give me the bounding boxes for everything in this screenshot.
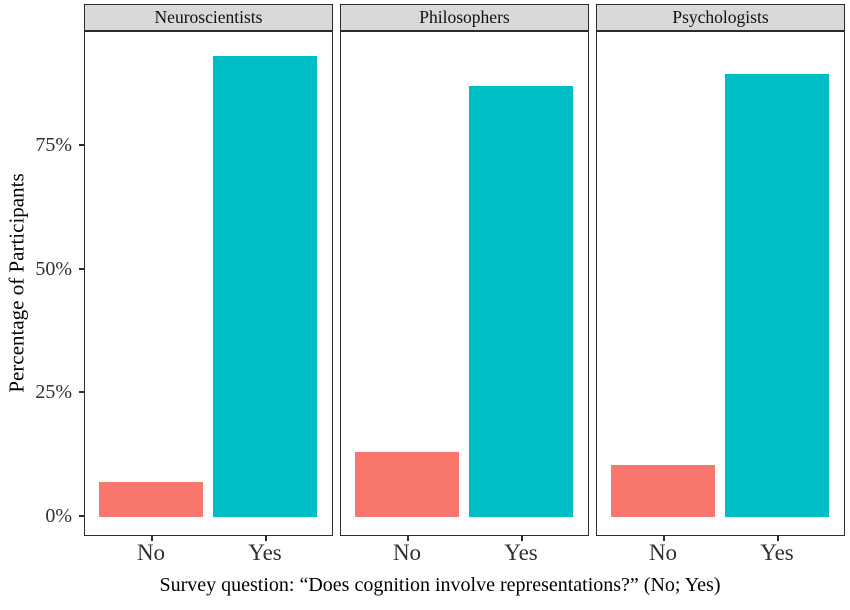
bar-philosophers-no [355,452,459,517]
panel-psychologists [596,31,845,536]
facet-strip-philosophers: Philosophers [340,4,589,31]
facet-strip-psychologists: Psychologists [596,4,845,31]
y-tick-label: 0% [45,505,72,527]
x-tick-label-yes: Yes [504,540,538,565]
x-tick-mark [265,536,267,541]
y-tick-mark [79,144,84,146]
x-tick-mark [151,536,153,541]
x-tick-label-yes: Yes [760,540,794,565]
x-tick-mark [521,536,523,541]
x-tick-label-no: No [136,540,166,565]
panel-neuroscientists [84,31,333,536]
y-tick-25: 25% [0,380,84,404]
x-tick-mark [777,536,779,541]
bar-neuroscientists-yes [213,56,317,517]
bar-psychologists-yes [725,73,829,517]
y-axis-title: Percentage of Participants [4,173,29,393]
y-tick-0: 0% [0,504,84,528]
bar-philosophers-yes [469,86,573,517]
x-tick-label-yes: Yes [248,540,282,565]
facet-strip-neuroscientists: Neuroscientists [84,4,333,31]
x-tick-label-no: No [392,540,422,565]
y-tick-mark [79,515,84,517]
x-tick-mark [407,536,409,541]
facet-strip-label: Neuroscientists [154,7,263,27]
y-tick-mark [79,391,84,393]
bar-neuroscientists-no [99,481,203,517]
bar-psychologists-no [611,464,715,517]
y-tick-label: 25% [35,381,72,403]
y-tick-75: 75% [0,133,84,157]
facet-strip-label: Psychologists [672,7,769,27]
x-axis-title: Survey question: “Does cognition involve… [159,574,721,596]
y-tick-mark [79,268,84,270]
x-tick-label-no: No [648,540,678,565]
facet-strip-label: Philosophers [419,7,510,27]
panel-philosophers [340,31,589,536]
y-tick-50: 50% [0,257,84,281]
y-tick-label: 75% [35,134,72,156]
x-tick-mark [663,536,665,541]
y-tick-label: 50% [35,258,72,280]
